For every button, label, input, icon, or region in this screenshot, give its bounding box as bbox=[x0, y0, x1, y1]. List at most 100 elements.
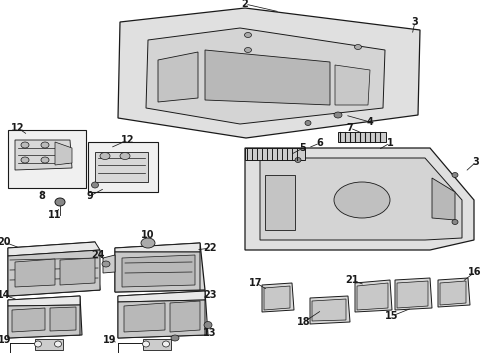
Bar bbox=[244, 148, 305, 160]
Polygon shape bbox=[15, 140, 72, 170]
Ellipse shape bbox=[54, 341, 61, 347]
Ellipse shape bbox=[294, 158, 301, 162]
Polygon shape bbox=[8, 296, 82, 338]
Text: 20: 20 bbox=[0, 237, 11, 247]
Polygon shape bbox=[55, 142, 72, 165]
Ellipse shape bbox=[333, 112, 341, 118]
Ellipse shape bbox=[142, 341, 149, 347]
Polygon shape bbox=[122, 255, 195, 287]
Bar bbox=[8, 130, 86, 188]
Text: 9: 9 bbox=[86, 191, 93, 201]
Ellipse shape bbox=[21, 157, 29, 163]
Polygon shape bbox=[170, 301, 200, 332]
Text: 3: 3 bbox=[411, 17, 418, 27]
Polygon shape bbox=[264, 175, 294, 230]
Polygon shape bbox=[124, 303, 164, 332]
Ellipse shape bbox=[41, 157, 49, 163]
Ellipse shape bbox=[120, 153, 130, 159]
Ellipse shape bbox=[244, 48, 251, 53]
Ellipse shape bbox=[451, 172, 457, 177]
Text: 11: 11 bbox=[48, 210, 61, 220]
Ellipse shape bbox=[21, 142, 29, 148]
Text: 19: 19 bbox=[103, 335, 117, 345]
Polygon shape bbox=[356, 283, 387, 310]
Ellipse shape bbox=[35, 341, 41, 347]
Text: 15: 15 bbox=[385, 311, 398, 321]
Bar bbox=[142, 339, 171, 350]
Text: 12: 12 bbox=[121, 135, 135, 145]
Ellipse shape bbox=[244, 32, 251, 37]
Polygon shape bbox=[396, 281, 427, 308]
Ellipse shape bbox=[305, 121, 310, 126]
Polygon shape bbox=[311, 299, 346, 321]
Ellipse shape bbox=[162, 341, 169, 347]
Ellipse shape bbox=[203, 321, 212, 328]
Polygon shape bbox=[8, 296, 80, 306]
Ellipse shape bbox=[100, 153, 110, 159]
Polygon shape bbox=[115, 243, 200, 252]
Text: 7: 7 bbox=[346, 123, 353, 133]
Polygon shape bbox=[8, 242, 100, 256]
Text: 12: 12 bbox=[11, 123, 25, 133]
Polygon shape bbox=[260, 158, 461, 240]
Polygon shape bbox=[15, 259, 55, 287]
Text: 3: 3 bbox=[472, 157, 478, 167]
Polygon shape bbox=[431, 178, 454, 220]
Ellipse shape bbox=[171, 335, 179, 341]
Polygon shape bbox=[8, 242, 100, 296]
Polygon shape bbox=[118, 300, 204, 338]
Polygon shape bbox=[118, 291, 207, 338]
Bar bbox=[88, 142, 158, 192]
Bar bbox=[35, 339, 63, 350]
Ellipse shape bbox=[141, 238, 155, 248]
Ellipse shape bbox=[451, 220, 457, 225]
Polygon shape bbox=[8, 305, 80, 338]
Text: 19: 19 bbox=[0, 335, 12, 345]
Polygon shape bbox=[439, 281, 465, 305]
Text: 18: 18 bbox=[297, 317, 310, 327]
Text: 14: 14 bbox=[0, 290, 11, 300]
Polygon shape bbox=[118, 291, 204, 302]
Ellipse shape bbox=[55, 198, 65, 206]
Ellipse shape bbox=[333, 182, 389, 218]
Text: 21: 21 bbox=[345, 275, 358, 285]
Polygon shape bbox=[262, 283, 293, 312]
Polygon shape bbox=[264, 286, 289, 310]
Polygon shape bbox=[204, 50, 329, 105]
Text: 13: 13 bbox=[203, 328, 216, 338]
Polygon shape bbox=[60, 258, 95, 285]
Polygon shape bbox=[118, 8, 419, 138]
Polygon shape bbox=[394, 278, 431, 310]
Text: 1: 1 bbox=[386, 138, 392, 148]
Text: 5: 5 bbox=[299, 143, 306, 153]
Polygon shape bbox=[95, 152, 148, 182]
Bar bbox=[337, 132, 385, 142]
Text: 17: 17 bbox=[249, 278, 262, 288]
Polygon shape bbox=[334, 65, 369, 105]
Polygon shape bbox=[8, 250, 100, 296]
Ellipse shape bbox=[354, 45, 361, 49]
Polygon shape bbox=[244, 148, 473, 250]
Text: 16: 16 bbox=[468, 267, 481, 277]
Polygon shape bbox=[115, 252, 200, 292]
Polygon shape bbox=[437, 278, 469, 307]
Polygon shape bbox=[309, 296, 349, 324]
Polygon shape bbox=[146, 28, 384, 124]
Polygon shape bbox=[12, 308, 45, 332]
Text: 23: 23 bbox=[203, 290, 216, 300]
Text: 8: 8 bbox=[39, 191, 45, 201]
Polygon shape bbox=[115, 243, 204, 292]
Ellipse shape bbox=[102, 261, 110, 267]
Polygon shape bbox=[103, 255, 115, 273]
Text: 24: 24 bbox=[91, 250, 104, 260]
Text: 6: 6 bbox=[316, 138, 323, 148]
Ellipse shape bbox=[91, 182, 98, 188]
Text: 22: 22 bbox=[203, 243, 216, 253]
Polygon shape bbox=[158, 52, 198, 102]
Ellipse shape bbox=[41, 142, 49, 148]
Text: 4: 4 bbox=[366, 117, 373, 127]
Polygon shape bbox=[354, 280, 391, 312]
Text: 2: 2 bbox=[241, 0, 248, 9]
Polygon shape bbox=[50, 307, 76, 331]
Text: 10: 10 bbox=[141, 230, 154, 240]
